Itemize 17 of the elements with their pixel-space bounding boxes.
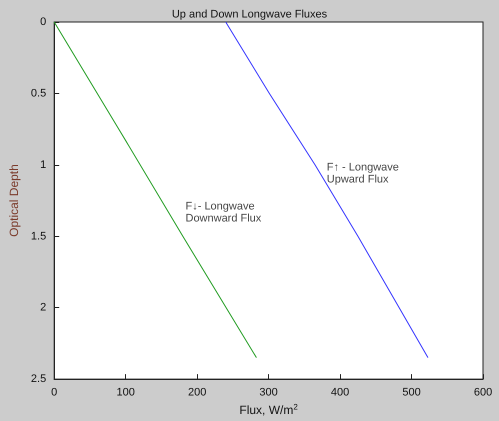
chart-title: Up and Down Longwave Fluxes [172, 8, 328, 20]
x-tick-label: 100 [116, 386, 135, 399]
x-tick-label: 400 [330, 386, 350, 399]
series-label: F↑ - Longwave Upward Flux [326, 161, 399, 186]
x-tick-label: 600 [474, 386, 492, 399]
x-tick-label: 200 [188, 386, 206, 399]
y-tick-label: 0 [40, 16, 46, 28]
y-tick-label: 1 [40, 158, 46, 171]
x-tick-label: 500 [402, 386, 421, 399]
x-tick-label: 300 [259, 386, 278, 399]
series-label: F↓- Longwave Downward Flux [186, 200, 262, 225]
y-axis-title: Optical Depth [7, 164, 21, 237]
x-tick-label: 0 [51, 386, 58, 399]
y-tick-label: 0.5 [30, 87, 46, 100]
y-tick-label: 1.5 [30, 230, 46, 242]
y-tick-label: 2 [40, 302, 46, 314]
y-tick-label: 2.5 [30, 373, 46, 386]
